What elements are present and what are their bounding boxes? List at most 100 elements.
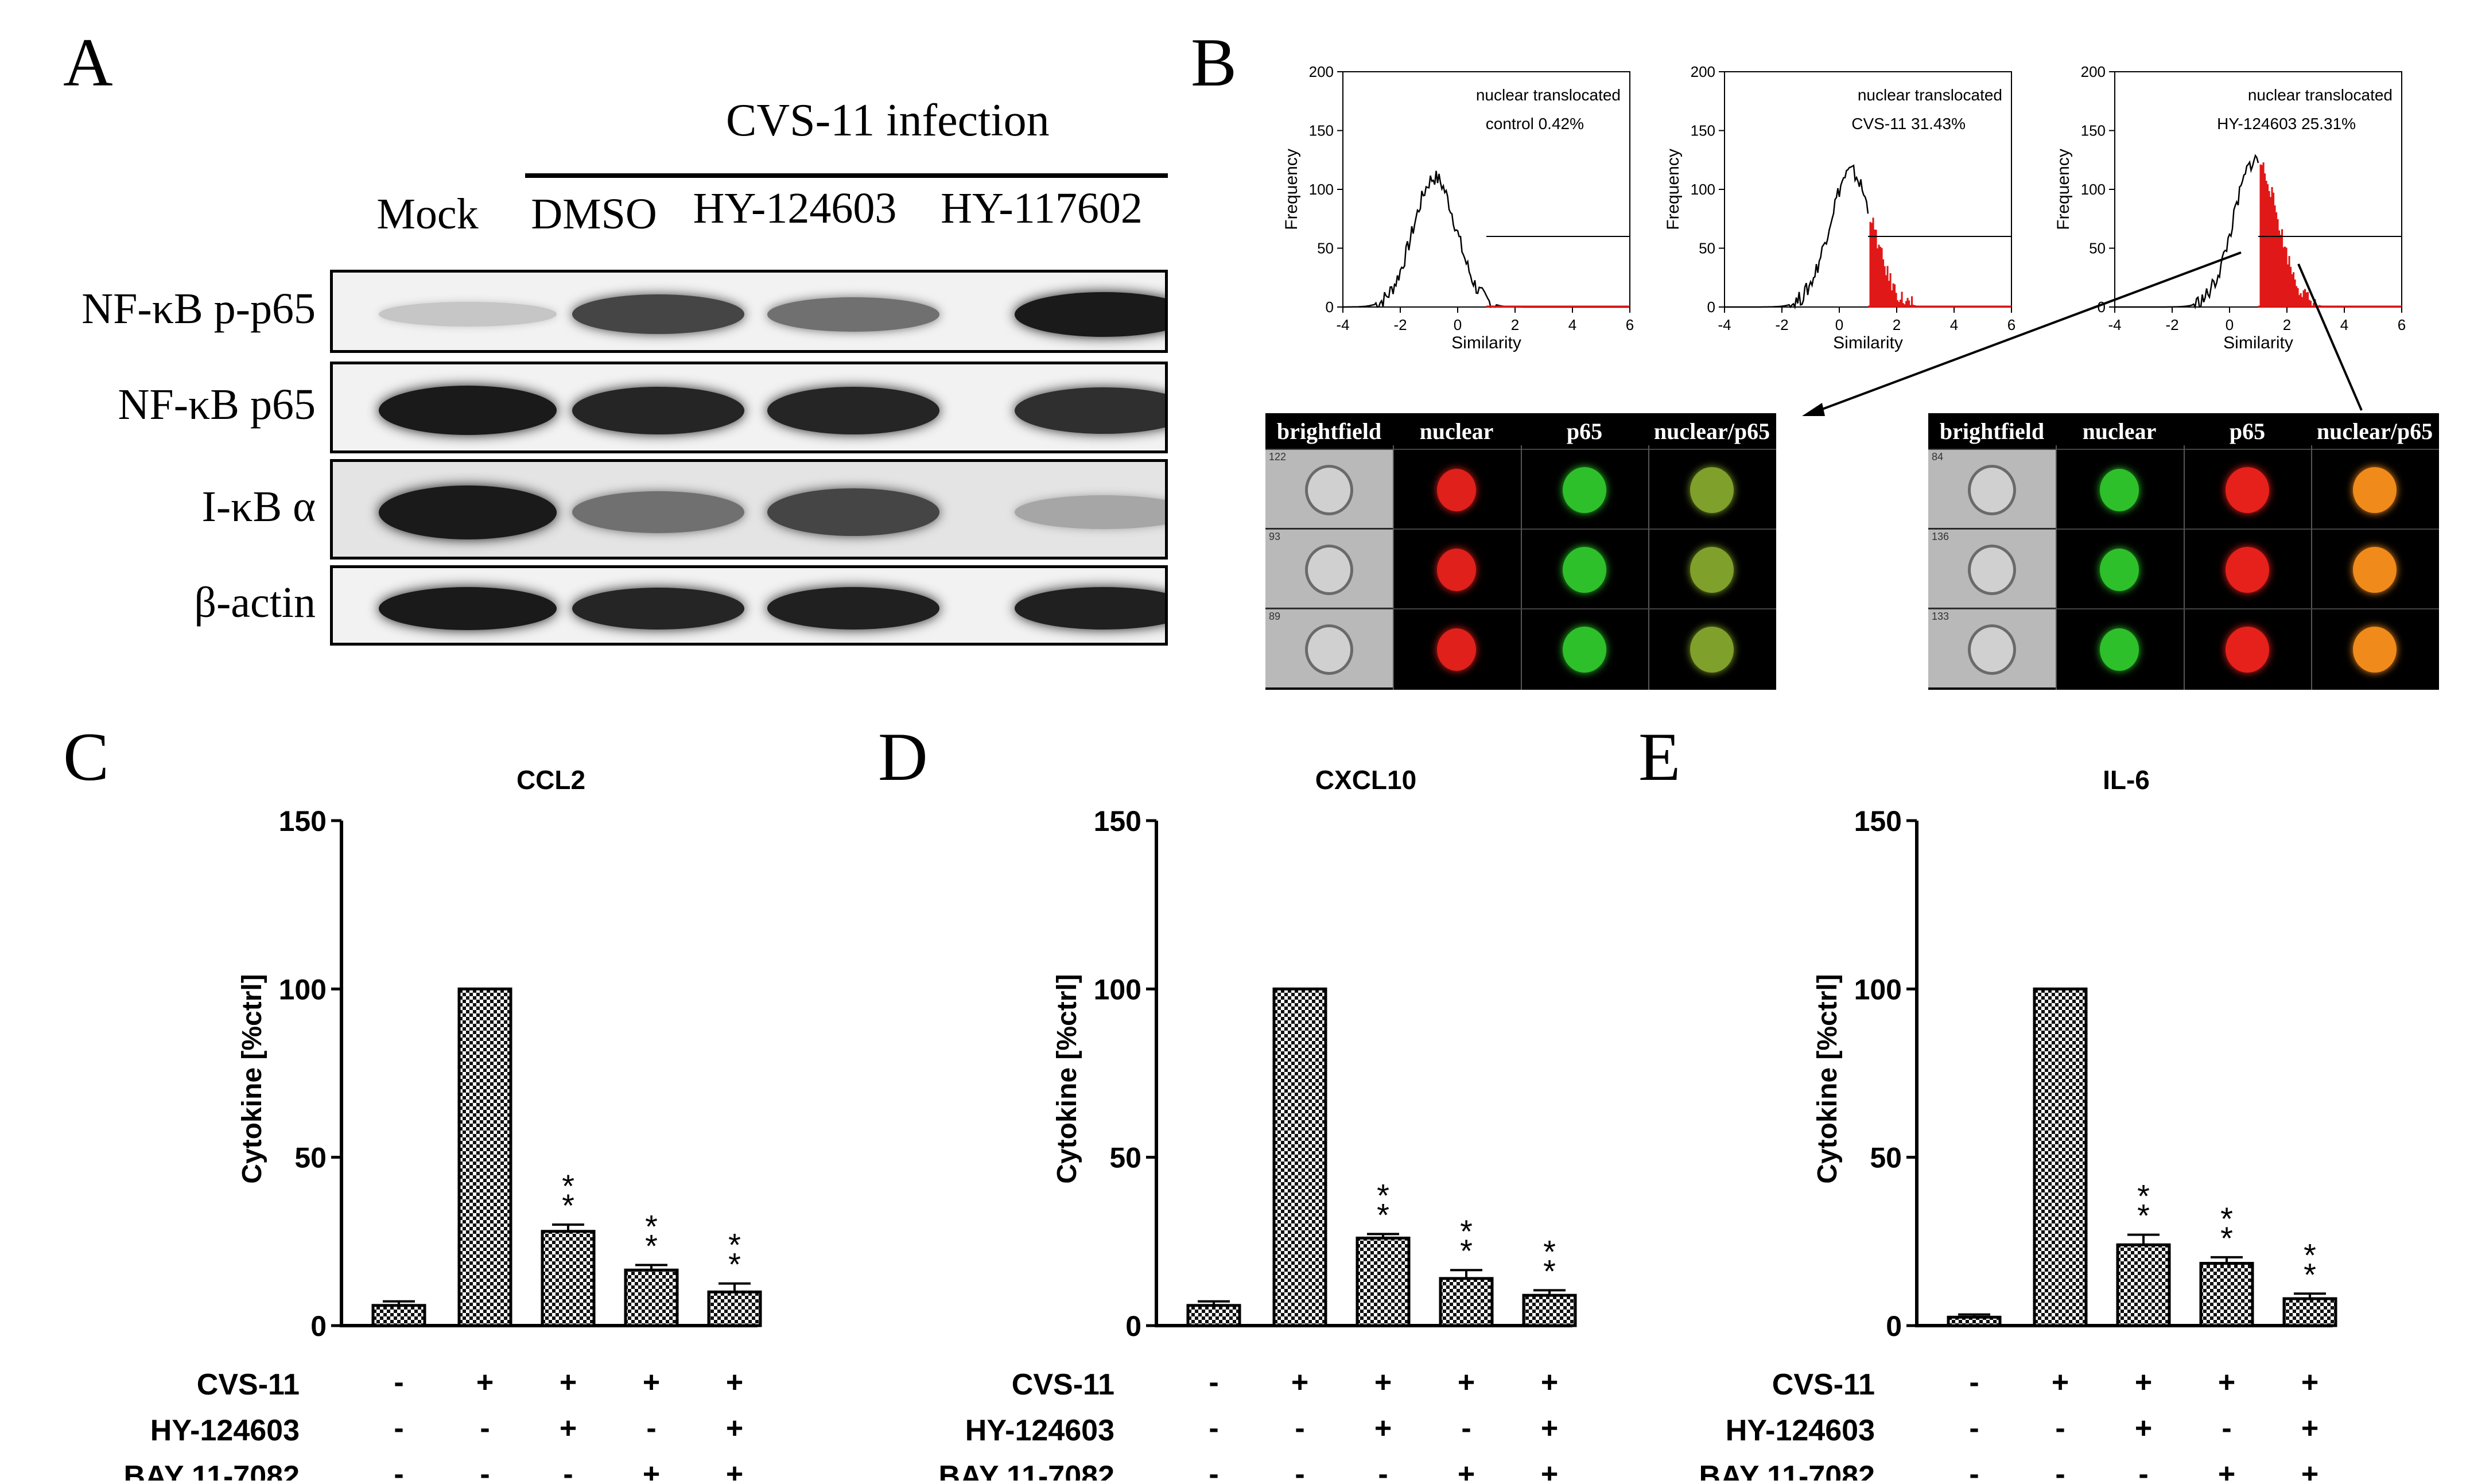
condition-sign: - bbox=[1969, 1412, 1979, 1445]
chart-title: IL-6 bbox=[2103, 765, 2150, 795]
x-tick-label: 2 bbox=[1511, 316, 1519, 333]
condition-sign: + bbox=[2301, 1366, 2318, 1399]
condition-sign: + bbox=[476, 1366, 494, 1399]
gated-bar bbox=[2282, 247, 2285, 307]
bar bbox=[1522, 1293, 1577, 1327]
significance-mark: * * bbox=[1543, 1233, 1556, 1289]
condition-label: HY-124603 bbox=[150, 1414, 300, 1447]
bar bbox=[1356, 1236, 1411, 1327]
condition-sign: - bbox=[394, 1412, 403, 1445]
condition-label: HY-124603 bbox=[1726, 1414, 1875, 1447]
condition-sign: - bbox=[394, 1458, 403, 1481]
gated-bar bbox=[2267, 184, 2269, 307]
image-header-1: brightfield bbox=[1276, 418, 1382, 444]
x-tick-label: 4 bbox=[1950, 316, 1958, 333]
y-tick-label: 50 bbox=[1317, 240, 1334, 257]
histogram-1: -4 -2 0 2 4 6 0 50 100 150 200 Similarity Frequency n… bbox=[1282, 63, 1634, 352]
histogram-2: -4 -2 0 2 4 6 0 50 100 150 200 Similarity Frequency n… bbox=[1664, 63, 2015, 352]
gated-bar bbox=[1906, 298, 1909, 307]
image-header-2: nuclear bbox=[2082, 418, 2157, 444]
gated-bar bbox=[1889, 273, 1892, 307]
merge-stain bbox=[1690, 467, 1734, 513]
condition-sign: - bbox=[1209, 1412, 1218, 1445]
y-tick-label: 100 bbox=[279, 973, 327, 1005]
gated-bar bbox=[2262, 162, 2265, 307]
gated-bar bbox=[2304, 289, 2306, 307]
y-tick-label: 0 bbox=[310, 1310, 327, 1342]
x-tick-label: 4 bbox=[1568, 316, 1576, 333]
x-tick-label: 0 bbox=[2226, 316, 2234, 333]
gated-bar bbox=[1885, 275, 1888, 307]
callout-arrowhead-left bbox=[1802, 403, 1825, 416]
y-tick-label: 150 bbox=[1309, 122, 1334, 139]
y-tick-label: 200 bbox=[1691, 63, 1715, 80]
y-tick-label: 0 bbox=[1125, 1310, 1141, 1342]
blot-band bbox=[767, 488, 939, 536]
lane-label-3: HY-124603 bbox=[693, 184, 897, 232]
panel-letter-e: E bbox=[1638, 718, 1681, 795]
bar bbox=[2116, 1243, 2171, 1327]
image-header-3: p65 bbox=[2229, 418, 2266, 444]
image-header-4: nuclear/p65 bbox=[1653, 418, 1770, 444]
condition-sign: + bbox=[560, 1412, 577, 1445]
bar-chart-e: IL-6 0 50 100 150 Cytokine [%ctrl] * * * * * * CVS-1… bbox=[1699, 765, 2337, 1481]
condition-sign: + bbox=[726, 1458, 743, 1481]
condition-label: CVS-11 bbox=[1772, 1368, 1875, 1401]
bar bbox=[541, 1230, 596, 1327]
wb-row-label-3: I-κB α bbox=[201, 482, 316, 531]
gated-bar bbox=[1877, 248, 1879, 307]
bar-chart-d: CXCL10 0 50 100 150 Cytokine [%ctrl] * * * * * * CVS… bbox=[939, 765, 1577, 1481]
nuclear-stain bbox=[2100, 549, 2139, 591]
significance-mark: * * bbox=[1377, 1177, 1389, 1233]
y-axis-label: Cytokine [%ctrl] bbox=[237, 974, 267, 1183]
y-tick-label: 0 bbox=[2098, 298, 2106, 316]
bar bbox=[624, 1268, 679, 1327]
row-id: 89 bbox=[1269, 611, 1281, 622]
y-tick-label: 100 bbox=[1309, 181, 1334, 198]
gated-bar bbox=[2271, 187, 2273, 307]
condition-label: CVS-11 bbox=[1012, 1368, 1114, 1401]
chart-title: CXCL10 bbox=[1315, 765, 1416, 795]
gated-bar bbox=[1892, 283, 1894, 307]
condition-sign: + bbox=[2301, 1458, 2318, 1481]
x-tick-label: 6 bbox=[2398, 316, 2406, 333]
gated-bar bbox=[2297, 288, 2299, 307]
y-tick-label: 50 bbox=[1870, 1142, 1902, 1174]
p65-stain bbox=[2226, 627, 2269, 673]
condition-sign: - bbox=[2055, 1458, 2065, 1481]
significance-mark: * * bbox=[2220, 1201, 2233, 1256]
nuclear-stain bbox=[2100, 628, 2139, 671]
condition-sign: + bbox=[2052, 1366, 2069, 1399]
gated-bar bbox=[2307, 292, 2309, 307]
y-tick-label: 150 bbox=[1691, 122, 1715, 139]
row-id: 122 bbox=[1269, 451, 1287, 463]
condition-sign: + bbox=[1374, 1412, 1392, 1445]
wb-row-label-4: β-actin bbox=[194, 578, 316, 627]
blot-band bbox=[1015, 587, 1165, 630]
gated-bar bbox=[1879, 246, 1882, 307]
blot-band bbox=[379, 586, 557, 630]
y-tick-label: 50 bbox=[1109, 1142, 1141, 1174]
x-tick-label: -4 bbox=[1718, 316, 1731, 333]
y-tick-label: 0 bbox=[1326, 298, 1334, 316]
histogram-ylabel: Frequency bbox=[2054, 149, 2073, 230]
condition-label: HY-124603 bbox=[965, 1414, 1114, 1447]
y-tick-label: 150 bbox=[1854, 805, 1902, 837]
condition-sign: - bbox=[1209, 1366, 1218, 1399]
gated-bar bbox=[2294, 279, 2296, 307]
gated-bar bbox=[1871, 223, 1873, 307]
bar bbox=[371, 1304, 426, 1327]
condition-sign: - bbox=[563, 1458, 573, 1481]
p65-stain bbox=[2226, 467, 2269, 513]
bar-chart-c: CCL2 0 50 100 150 Cytokine [%ctrl] * * * * * * CVS-1… bbox=[124, 765, 762, 1481]
x-tick-label: -2 bbox=[2165, 316, 2178, 333]
gated-bar bbox=[1883, 266, 1886, 307]
bar bbox=[1272, 987, 1327, 1327]
condition-sign: - bbox=[2055, 1412, 2065, 1445]
bar bbox=[457, 987, 512, 1327]
cvs11-underline bbox=[525, 173, 1168, 178]
y-tick-label: 200 bbox=[1309, 63, 1334, 80]
y-axis-label: Cytokine [%ctrl] bbox=[1812, 974, 1843, 1183]
row-id: 93 bbox=[1269, 531, 1281, 542]
p65-stain bbox=[1563, 627, 1606, 673]
